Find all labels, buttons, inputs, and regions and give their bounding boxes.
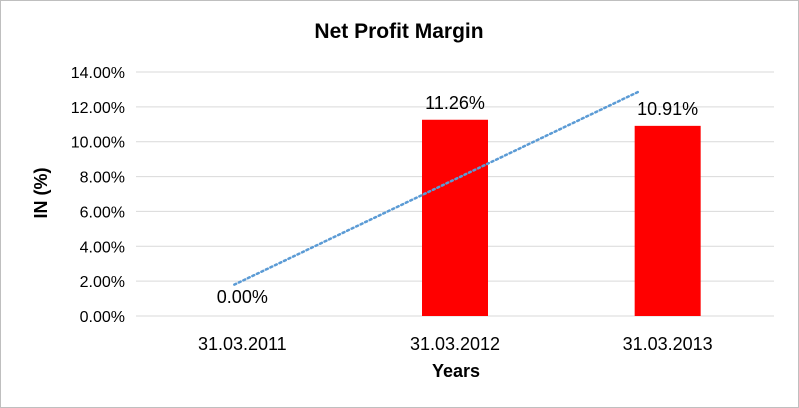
y-tick-label: 8.00%: [80, 170, 125, 187]
x-tick-label: 31.03.2012: [410, 334, 500, 354]
trendline-layer: [233, 89, 641, 286]
y-tick-label: 0.00%: [80, 309, 125, 326]
data-label: 10.91%: [637, 99, 698, 119]
x-axis-title: Years: [432, 361, 480, 381]
data-labels: 0.00% 11.26% 10.91%: [217, 93, 698, 307]
bar: [634, 125, 701, 317]
y-tick-label: 4.00%: [80, 239, 125, 256]
y-tick-label: 6.00%: [80, 204, 125, 221]
data-label: 11.26%: [425, 93, 485, 113]
y-tick-label: 14.00%: [71, 65, 125, 82]
x-tick-label: 31.03.2013: [623, 334, 713, 354]
trendline: [233, 89, 641, 286]
y-tick-label: 10.00%: [71, 135, 125, 152]
y-tick-label: 2.00%: [80, 274, 125, 291]
chart-title: Net Profit Margin: [314, 20, 483, 43]
bars: [422, 119, 701, 317]
x-tick-label: 31.03.2011: [198, 334, 287, 354]
y-axis-ticks: 0.00% 2.00% 4.00% 6.00% 8.00% 10.00% 12.00% 14.…: [71, 65, 125, 326]
x-axis-ticks: 31.03.2011 31.03.2012 31.03.2013: [198, 334, 713, 354]
y-tick-label: 12.00%: [71, 100, 125, 117]
bar: [422, 119, 488, 316]
y-axis-title: IN (%): [31, 168, 51, 219]
data-label: 0.00%: [217, 287, 268, 307]
